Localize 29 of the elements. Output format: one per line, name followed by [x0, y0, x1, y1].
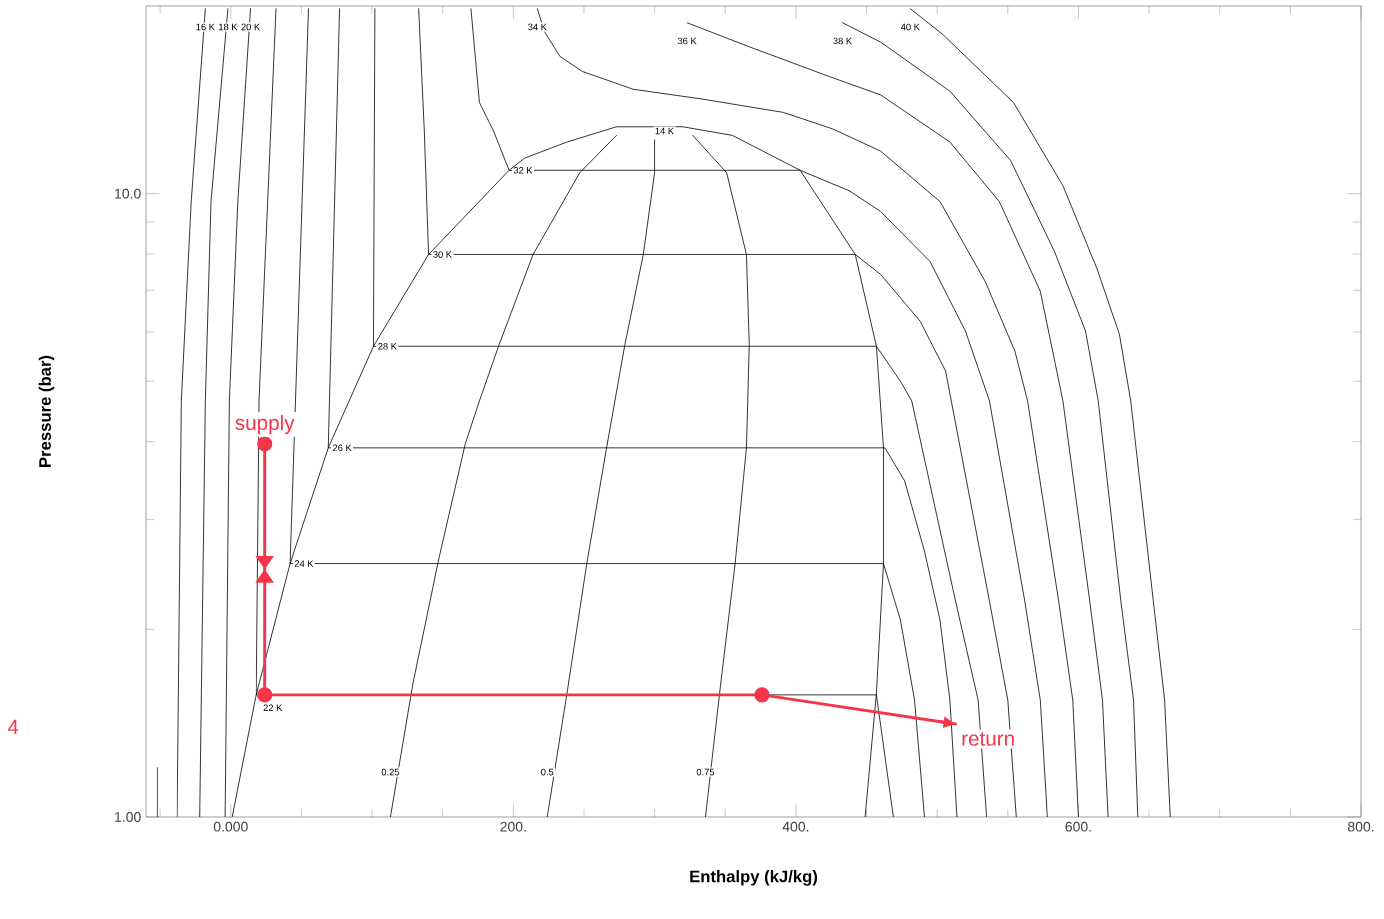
series-label: 20 K [241, 23, 261, 31]
text: 4 [7, 719, 19, 735]
y-tick-label: 1.00 [115, 812, 141, 822]
series-label: 24 K [294, 560, 314, 567]
series-label: 18 K [219, 23, 238, 31]
x-tick-label: 400. [782, 821, 809, 832]
series-label: 26 K [332, 444, 352, 452]
series-label: 28 K [378, 342, 397, 350]
series-label: 40 K [900, 23, 920, 31]
series-label: 16 K [196, 23, 215, 31]
series-label: 34 K [528, 23, 547, 31]
x-tick-label: 600. [1065, 821, 1091, 832]
series-label: 30 K [433, 251, 452, 258]
x-axis-title: Enthalpy (kJ/kg) [690, 870, 818, 886]
annotation: 14 K [655, 127, 674, 135]
annotation: return [962, 732, 1014, 746]
x-tick-label: 200. [500, 821, 526, 832]
x-tick-label: 0.000 [213, 821, 248, 832]
series-label: 32 K [513, 167, 533, 174]
series-label: 22 K [263, 704, 283, 711]
series-label: 36 K [677, 37, 697, 45]
series-label: 38 K [833, 37, 852, 45]
annotation: supply [235, 414, 295, 435]
y-axis-title: Pressure (bar) [38, 355, 55, 467]
series-label: 0.5 [541, 768, 554, 776]
x-tick-label: 800. [1347, 821, 1374, 832]
series-label: 0.25 [381, 768, 400, 776]
y-tick-label: 10.0 [115, 188, 141, 199]
series-label: 0.75 [696, 768, 715, 776]
